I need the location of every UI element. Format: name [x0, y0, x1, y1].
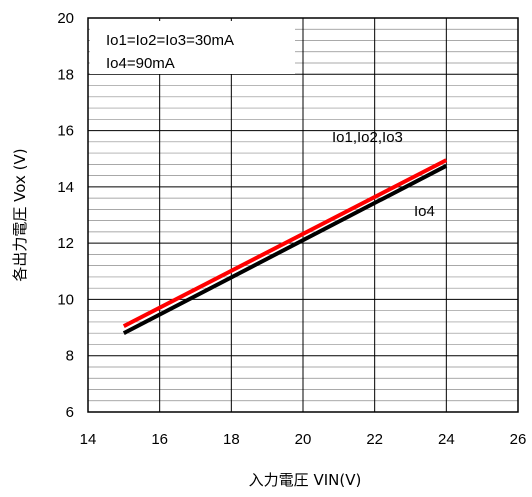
x-tick-label: 26 [510, 431, 527, 448]
y-tick-label: 8 [66, 348, 74, 365]
series-line-io4 [122, 164, 448, 335]
y-tick-label: 10 [57, 291, 74, 308]
major-gridlines [88, 18, 518, 412]
y-tick-label: 12 [57, 235, 74, 252]
legend-text-line-1: Io1=Io2=Io3=30mA [106, 32, 234, 49]
plot-frame [87, 17, 519, 413]
series-label-io1-io2-io3: Io1,Io2,Io3 [332, 129, 403, 146]
y-tick-label: 14 [57, 179, 74, 196]
x-tick-labels: 14 16 18 20 22 24 26 [80, 431, 527, 448]
y-tick-label: 6 [66, 404, 74, 421]
legend-text-line-2: Io4=90mA [106, 55, 175, 72]
x-tick-label: 20 [295, 431, 312, 448]
x-tick-label: 22 [366, 431, 383, 448]
y-axis-title: 各出力電圧 Vox (V) [11, 148, 29, 281]
series-label-io4: Io4 [414, 203, 435, 220]
y-tick-label: 16 [57, 123, 74, 140]
x-tick-label: 14 [80, 431, 97, 448]
series-layer [122, 158, 448, 335]
y-tick-labels: 6 8 10 12 14 16 18 20 [57, 10, 74, 421]
x-axis-title: 入力電圧 VIN(V) [249, 471, 362, 489]
x-tick-label: 18 [223, 431, 240, 448]
x-tick-label: 24 [438, 431, 455, 448]
x-tick-label: 16 [151, 431, 168, 448]
y-tick-label: 20 [57, 10, 74, 27]
series-line-io1-io2-io3 [122, 158, 448, 328]
legend-box [90, 21, 295, 74]
y-tick-label: 18 [57, 66, 74, 83]
